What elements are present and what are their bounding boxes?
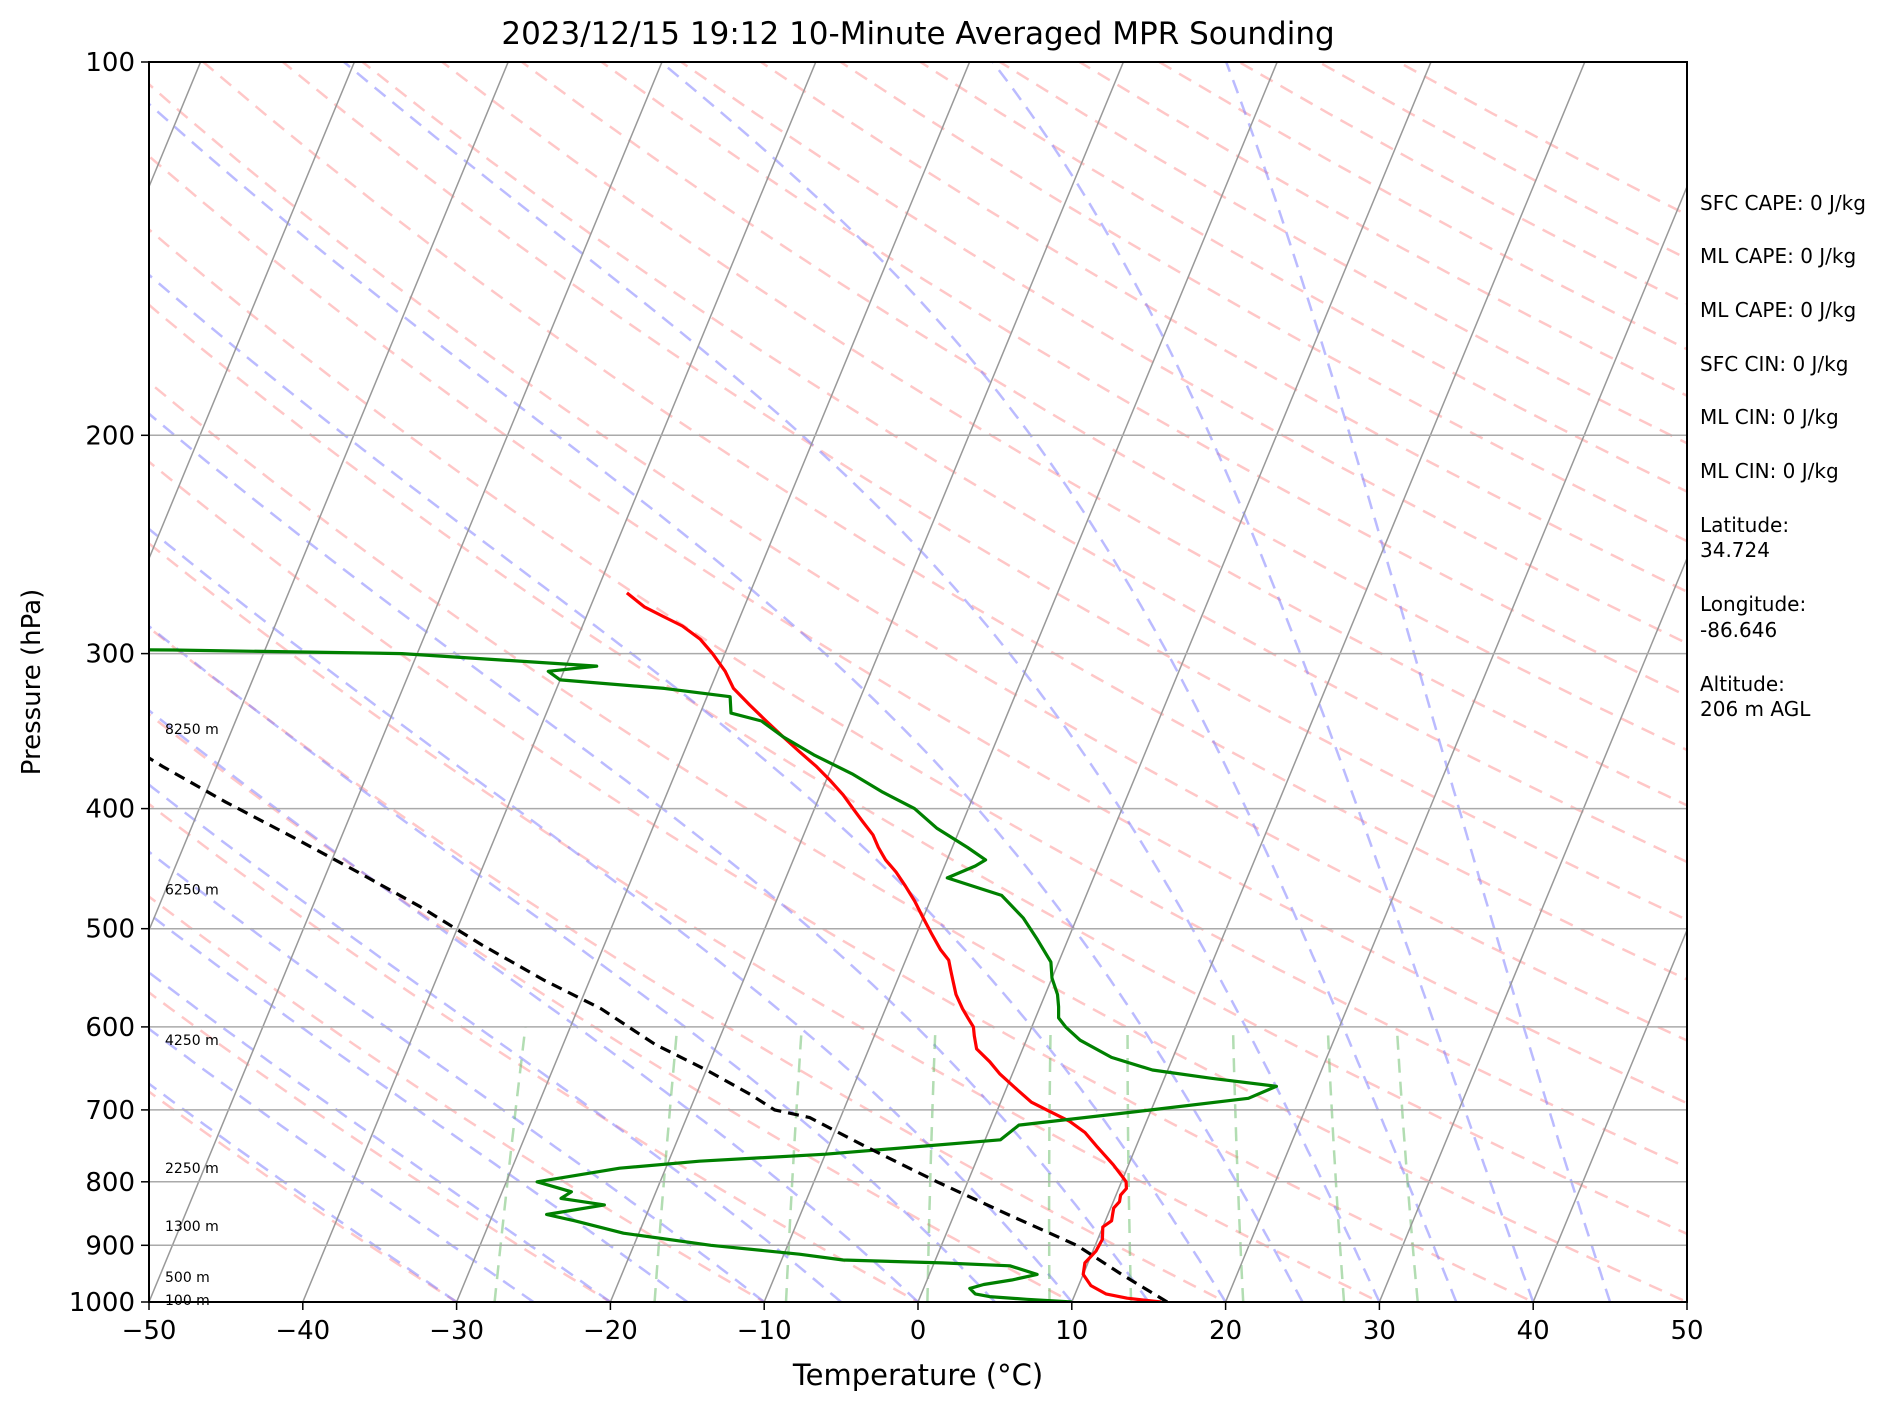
- sfc-cape-text: SFC CAPE: 0 J/kg: [1700, 191, 1866, 215]
- dry-adiabat-line: [149, 541, 1383, 1302]
- ml-cin-text: ML CIN: 0 J/kg: [1700, 405, 1839, 429]
- altitude-value: 206 m AGL: [1700, 697, 1811, 721]
- dry-adiabat-line: [149, 626, 1229, 1302]
- dry-adiabat-line: [149, 380, 1687, 1302]
- moist-adiabat-line: [343, 62, 1381, 1302]
- x-tick-label: −40: [275, 1316, 330, 1346]
- moist-adiabat-line: [149, 783, 842, 1302]
- moist-adiabat-line: [149, 708, 919, 1302]
- moist-adiabat-line: [149, 527, 1073, 1302]
- isotherm-line: [149, 62, 663, 1302]
- dry-adiabat-line: [149, 460, 1537, 1302]
- dry-adiabat-line: [361, 62, 1687, 864]
- dry-adiabat-line: [441, 62, 1687, 807]
- dry-adiabat-line: [149, 990, 613, 1302]
- longitude-label: Longitude:: [1700, 592, 1806, 616]
- dry-adiabat-line: [600, 62, 1687, 698]
- y-tick-label: 300: [85, 640, 135, 670]
- isotherm-line: [917, 62, 1432, 1302]
- isotherm-line: [1532, 928, 1687, 1302]
- height-label: 500 m: [165, 1270, 210, 1286]
- isotherm-line: [149, 62, 356, 561]
- dewpoint-line: [149, 648, 1278, 1302]
- height-label: 1300 m: [165, 1219, 219, 1235]
- y-tick-label: 900: [85, 1231, 135, 1261]
- x-tick-label: −10: [737, 1316, 792, 1346]
- y-tick-label: 600: [85, 1013, 135, 1043]
- ml-cape-text-2: ML CAPE: 0 J/kg: [1700, 298, 1856, 322]
- height-label: 100 m: [165, 1293, 210, 1309]
- y-tick-label: 1000: [69, 1288, 135, 1318]
- moist-adiabat-line: [149, 624, 996, 1302]
- dry-adiabat-line: [149, 303, 1687, 1236]
- dry-adiabat-line: [521, 62, 1687, 752]
- dry-adiabat-line: [149, 802, 921, 1302]
- x-tick-label: 30: [1363, 1316, 1396, 1346]
- longitude-value: -86.646: [1700, 618, 1777, 642]
- latitude-value: 34.724: [1700, 538, 1770, 562]
- moist-adiabat-line: [149, 412, 1150, 1302]
- parcel-profile-line: [149, 756, 1169, 1302]
- x-tick-label: 50: [1670, 1316, 1703, 1346]
- moist-adiabat-line: [149, 273, 1227, 1302]
- y-tick-label: 500: [85, 915, 135, 945]
- x-tick-label: −30: [429, 1316, 484, 1346]
- height-label: 6250 m: [165, 883, 219, 899]
- moist-adiabat-line: [149, 850, 765, 1302]
- dry-adiabat-line: [149, 82, 1687, 1042]
- x-tick-label: −50: [122, 1316, 177, 1346]
- altitude-label: Altitude:: [1700, 672, 1785, 696]
- moist-adiabat-line: [149, 912, 689, 1302]
- dry-adiabat-line: [149, 154, 1687, 1105]
- y-tick-label: 400: [85, 795, 135, 825]
- moist-adiabat-line: [991, 62, 1535, 1302]
- height-label: 8250 m: [165, 722, 219, 738]
- chart-title: 2023/12/15 19:12 10-Minute Averaged MPR …: [501, 16, 1334, 52]
- sounding-series: [149, 591, 1278, 1302]
- x-tick-label: 10: [1055, 1316, 1088, 1346]
- ml-cape-text: ML CAPE: 0 J/kg: [1700, 244, 1856, 268]
- y-tick-label: 200: [85, 421, 135, 451]
- isotherm-line: [609, 62, 1125, 1302]
- y-tick-label: 700: [85, 1096, 135, 1126]
- info-panel: SFC CAPE: 0 J/kg ML CAPE: 0 J/kg ML CAPE…: [1700, 191, 1866, 721]
- height-labels: 100 m 500 m 1300 m 2250 m 4250 m 6250 m 8250 m: [165, 722, 219, 1309]
- moist-adiabat-line: [149, 970, 612, 1302]
- y-tick-label: 800: [85, 1168, 135, 1198]
- x-axis-label: Temperature (°C): [792, 1358, 1043, 1392]
- isotherm-line: [1070, 62, 1586, 1302]
- dry-adiabat-line: [282, 62, 1687, 922]
- dry-adiabat-line: [149, 712, 1075, 1302]
- x-tick-label: −20: [583, 1316, 638, 1346]
- y-axis-label: Pressure (hPa): [17, 589, 47, 776]
- x-tick-label: 0: [910, 1316, 927, 1346]
- ml-cin-text-2: ML CIN: 0 J/kg: [1700, 459, 1839, 483]
- height-label: 4250 m: [165, 1033, 219, 1049]
- moist-adiabat-line: [149, 102, 1304, 1302]
- dry-adiabat-line: [149, 895, 767, 1302]
- x-tick-label: 20: [1209, 1316, 1242, 1346]
- x-tick-label: 40: [1517, 1316, 1550, 1346]
- height-label: 2250 m: [165, 1161, 219, 1177]
- isotherm-line: [455, 62, 971, 1302]
- dry-adiabat-line: [202, 62, 1687, 981]
- dry-adiabat-line: [149, 1090, 459, 1302]
- y-axis-ticks: 100 200 300 400 500 600 700 800 900 1000: [69, 48, 149, 1318]
- isotherm-line: [149, 62, 509, 933]
- moist-adiabat-line: [660, 62, 1458, 1302]
- x-axis-ticks: −50 −40 −30 −20 −10 0 10 20 30 40 50: [122, 1302, 1704, 1346]
- isotherm-line: [763, 62, 1278, 1302]
- latitude-label: Latitude:: [1700, 513, 1789, 537]
- isotherm-line: [1378, 556, 1687, 1302]
- y-tick-label: 100: [85, 48, 135, 78]
- isotherm-line: [1224, 184, 1687, 1302]
- sfc-cin-text: SFC CIN: 0 J/kg: [1700, 352, 1848, 376]
